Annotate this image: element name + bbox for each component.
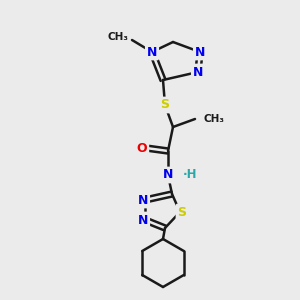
Text: N: N (147, 46, 157, 59)
Text: N: N (163, 169, 173, 182)
Text: S: S (160, 98, 169, 112)
Text: N: N (138, 214, 148, 226)
Text: CH₃: CH₃ (203, 114, 224, 124)
Text: O: O (137, 142, 147, 154)
Text: N: N (193, 65, 203, 79)
Text: S: S (178, 206, 187, 218)
Text: N: N (195, 46, 205, 59)
Text: N: N (138, 194, 148, 206)
Text: CH₃: CH₃ (107, 32, 128, 42)
Text: ·H: ·H (183, 169, 197, 182)
